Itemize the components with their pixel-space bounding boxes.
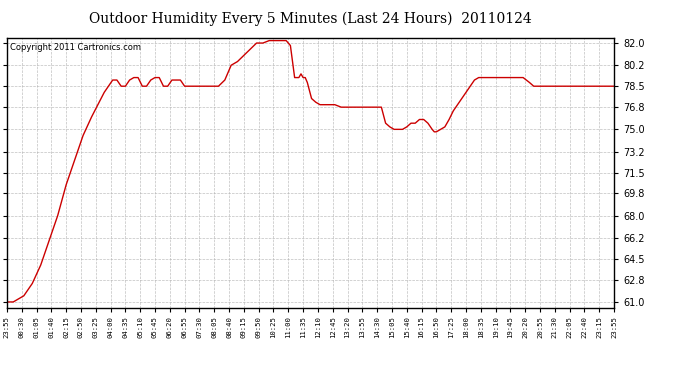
Text: Copyright 2011 Cartronics.com: Copyright 2011 Cartronics.com	[10, 43, 141, 52]
Text: Outdoor Humidity Every 5 Minutes (Last 24 Hours)  20110124: Outdoor Humidity Every 5 Minutes (Last 2…	[89, 11, 532, 26]
